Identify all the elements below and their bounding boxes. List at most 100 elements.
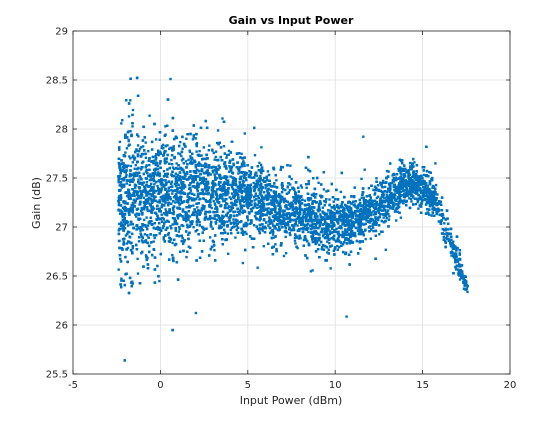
scatter-point — [304, 200, 306, 202]
scatter-point — [150, 183, 152, 185]
scatter-point — [259, 175, 261, 177]
scatter-point — [386, 170, 388, 172]
scatter-point — [272, 233, 274, 235]
scatter-point — [383, 216, 385, 218]
scatter-point — [217, 129, 219, 131]
scatter-point — [375, 177, 377, 179]
scatter-point — [296, 224, 298, 226]
scatter-point — [342, 231, 344, 233]
scatter-point — [319, 200, 321, 202]
scatter-point — [443, 236, 445, 238]
scatter-point — [225, 198, 227, 200]
scatter-point — [131, 125, 133, 127]
scatter-point — [126, 182, 128, 184]
scatter-point — [260, 189, 262, 191]
scatter-point — [306, 187, 308, 189]
scatter-point — [221, 117, 223, 119]
scatter-point — [169, 78, 171, 80]
scatter-point — [408, 169, 410, 171]
scatter-point — [196, 224, 198, 226]
scatter-point — [132, 109, 134, 111]
scatter-point — [187, 219, 189, 221]
scatter-point — [185, 160, 187, 162]
scatter-point — [384, 186, 386, 188]
scatter-point — [164, 202, 166, 204]
scatter-point — [171, 254, 173, 256]
scatter-point — [214, 202, 216, 204]
scatter-point — [294, 240, 296, 242]
scatter-point — [257, 267, 259, 269]
scatter-point — [208, 149, 210, 151]
scatter-point — [175, 173, 177, 175]
scatter-point — [202, 197, 204, 199]
scatter-point — [415, 203, 417, 205]
scatter-point — [275, 227, 277, 229]
scatter-point — [340, 191, 342, 193]
scatter-point — [377, 196, 379, 198]
scatter-point — [294, 242, 296, 244]
scatter-point — [228, 165, 230, 167]
scatter-point — [192, 226, 194, 228]
scatter-point — [145, 216, 147, 218]
scatter-point — [153, 240, 155, 242]
scatter-point — [255, 192, 257, 194]
scatter-point — [328, 198, 330, 200]
scatter-point — [117, 209, 119, 211]
scatter-point — [147, 150, 149, 152]
scatter-point — [195, 150, 197, 152]
scatter-point — [160, 188, 162, 190]
scatter-point — [192, 138, 194, 140]
scatter-point — [213, 152, 215, 154]
scatter-point — [198, 150, 200, 152]
scatter-point — [129, 99, 131, 101]
scatter-point — [171, 223, 173, 225]
scatter-point — [328, 242, 330, 244]
scatter-point — [208, 166, 210, 168]
scatter-point — [171, 192, 173, 194]
scatter-point — [319, 213, 321, 215]
scatter-point — [137, 144, 139, 146]
scatter-point — [137, 272, 139, 274]
scatter-point — [436, 197, 438, 199]
scatter-point — [234, 236, 236, 238]
scatter-point — [128, 155, 130, 157]
scatter-point — [225, 157, 227, 159]
scatter-point — [431, 177, 433, 179]
scatter-point — [263, 177, 265, 179]
scatter-point — [134, 184, 136, 186]
scatter-point — [232, 207, 234, 209]
scatter-point — [185, 256, 187, 258]
scatter-point — [400, 173, 402, 175]
scatter-point — [400, 217, 402, 219]
scatter-point — [358, 233, 360, 235]
scatter-point — [213, 249, 215, 251]
scatter-point — [231, 192, 233, 194]
scatter-point — [148, 160, 150, 162]
scatter-point — [267, 170, 269, 172]
scatter-point — [227, 253, 229, 255]
scatter-point — [372, 230, 374, 232]
scatter-point — [118, 228, 120, 230]
scatter-point — [127, 224, 129, 226]
scatter-point — [119, 141, 121, 143]
scatter-point — [216, 188, 218, 190]
scatter-point — [189, 155, 191, 157]
scatter-point — [187, 159, 189, 161]
scatter-point — [442, 217, 444, 219]
scatter-point — [169, 225, 171, 227]
scatter-point — [181, 148, 183, 150]
scatter-point — [142, 145, 144, 147]
scatter-point — [128, 115, 130, 117]
scatter-point — [232, 218, 234, 220]
scatter-point — [254, 154, 256, 156]
scatter-point — [146, 169, 148, 171]
scatter-point — [156, 185, 158, 187]
scatter-point — [186, 224, 188, 226]
scatter-point — [385, 249, 387, 251]
scatter-point — [242, 262, 244, 264]
scatter-point — [193, 214, 195, 216]
scatter-point — [275, 179, 277, 181]
scatter-point — [203, 146, 205, 148]
